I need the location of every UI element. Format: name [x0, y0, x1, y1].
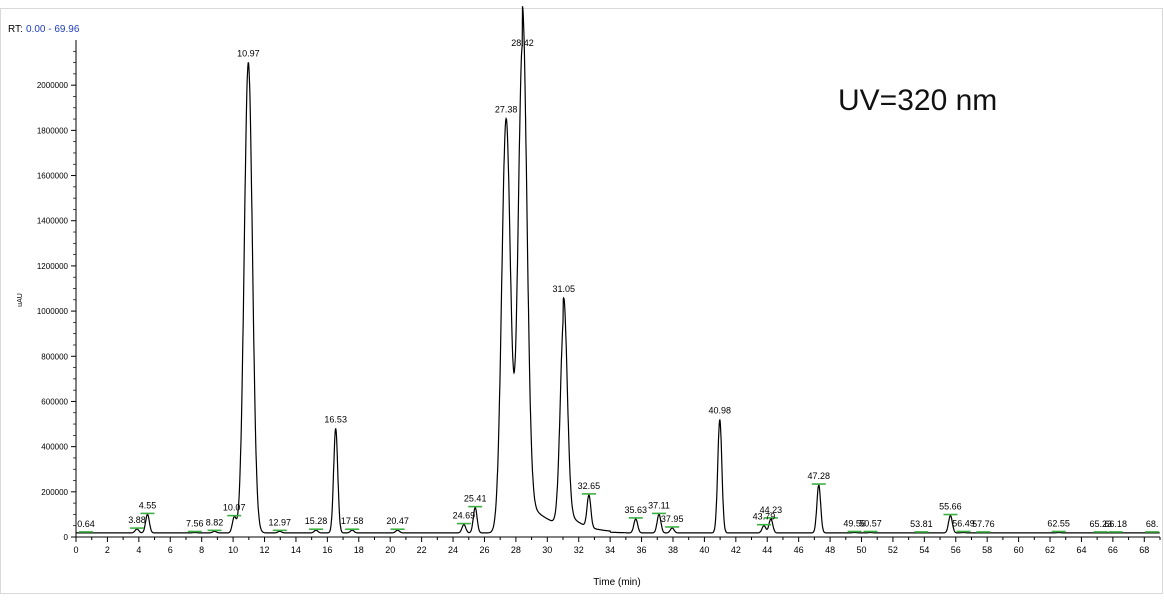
y-tick-label: 400000 [41, 443, 68, 452]
peak-label: 37.95 [661, 514, 684, 524]
x-tick-label: 66 [1108, 545, 1118, 555]
y-tick-label: 2000000 [37, 81, 69, 90]
peak-label: 7.56 [186, 518, 204, 528]
x-tick-label: 36 [637, 545, 647, 555]
integration-markers [79, 483, 1160, 533]
x-tick-label: 62 [1045, 545, 1055, 555]
peak-label: 68. [1146, 519, 1159, 529]
peak-label: 28.42 [511, 38, 534, 48]
x-tick-label: 12 [260, 545, 270, 555]
peak-label: 12.97 [268, 517, 291, 527]
rt-range: 0.00 - 69.96 [26, 24, 80, 35]
x-tick-label: 38 [668, 545, 678, 555]
x-tick-label: 32 [574, 545, 584, 555]
rt-label: RT: [8, 24, 23, 35]
x-tick-label: 44 [762, 545, 772, 555]
peak-label: 56.49 [952, 518, 975, 528]
x-axis-title: Time (min) [593, 577, 640, 588]
peak-label: 49.56 [843, 518, 866, 528]
peak-labels: 0.64 3.88 4.55 7.56 8.82 10.07 10.97 12.97 15.28… [77, 38, 1158, 529]
x-tick-label: 28 [511, 545, 521, 555]
x-tick-label: 54 [919, 545, 929, 555]
peak-label: 3.88 [128, 515, 146, 525]
peak-label: 43.79 [753, 512, 776, 522]
x-tick-label: 50 [856, 545, 866, 555]
x-tick-label: 64 [1076, 545, 1086, 555]
x-tick-label: 16 [322, 545, 332, 555]
chromatogram-trace [76, 6, 1160, 534]
peak-label: 25.41 [464, 494, 487, 504]
peak-label: 24.69 [453, 511, 476, 521]
x-tick-label: 52 [888, 545, 898, 555]
peak-label: 10.97 [237, 49, 260, 59]
x-tick-label: 30 [542, 545, 552, 555]
peak-label: 50.57 [859, 518, 882, 528]
x-tick-label: 60 [1014, 545, 1024, 555]
uv-wavelength-annotation: UV=320 nm [838, 84, 997, 117]
x-tick-label: 18 [354, 545, 364, 555]
peak-label: 65.23 [1090, 519, 1113, 529]
peak-label: 17.58 [341, 516, 364, 526]
peak-label: 0.64 [77, 519, 95, 529]
peak-label: 40.98 [709, 406, 732, 416]
y-axis-title: uAU [17, 293, 24, 307]
peak-label: 16.53 [324, 415, 347, 425]
y-tick-label: 0 [64, 533, 69, 542]
x-tick-label: 42 [731, 545, 741, 555]
peak-label: 20.47 [386, 516, 409, 526]
peak-label: 47.28 [808, 471, 831, 481]
y-tick-label: 1800000 [37, 126, 69, 135]
peak-label: 55.66 [939, 502, 962, 512]
x-tick-label: 68 [1139, 545, 1149, 555]
peak-label: 31.05 [553, 284, 576, 294]
x-tick-label: 4 [136, 545, 141, 555]
y-tick-label: 1600000 [37, 172, 69, 181]
peak-label: 10.07 [223, 503, 246, 513]
x-tick-label: 56 [951, 545, 961, 555]
trace-group [76, 6, 1160, 534]
x-tick-label: 0 [73, 545, 78, 555]
x-tick-label: 8 [199, 545, 204, 555]
x-tick-label: 26 [479, 545, 489, 555]
peak-label: 35.63 [624, 505, 647, 515]
peak-label: 53.81 [910, 519, 933, 529]
peak-label: 57.76 [972, 519, 995, 529]
axes: 0 2 4 6 8 10 12 14 16 18 20 22 24 26 28 30 32 34 36 38 40 42 4… [37, 40, 1161, 555]
x-tick-label: 2 [105, 545, 110, 555]
x-tick-label: 46 [794, 545, 804, 555]
peak-label: 62.55 [1047, 518, 1070, 528]
peak-label: 15.28 [305, 516, 328, 526]
x-tick-label: 22 [417, 545, 427, 555]
figure-border [0, 8, 1163, 594]
x-tick-label: 48 [825, 545, 835, 555]
y-tick-label: 600000 [41, 397, 68, 406]
y-tick-label: 800000 [41, 352, 68, 361]
x-tick-label: 14 [291, 545, 301, 555]
x-tick-label: 34 [605, 545, 615, 555]
y-tick-label: 1400000 [37, 217, 69, 226]
peak-label: 27.38 [495, 105, 518, 115]
x-tick-label: 20 [385, 545, 395, 555]
peak-label: 37.11 [648, 500, 670, 510]
y-tick-label: 200000 [41, 488, 68, 497]
y-tick-label: 1000000 [37, 307, 69, 316]
x-tick-label: 6 [168, 545, 173, 555]
peak-label: 32.65 [578, 481, 601, 491]
x-tick-label: 10 [228, 545, 238, 555]
peak-label: 44.23 [760, 505, 783, 515]
x-tick-label: 58 [982, 545, 992, 555]
y-tick-label: 1200000 [37, 262, 69, 271]
peak-label: 4.55 [139, 500, 157, 510]
x-tick-label: 40 [699, 545, 709, 555]
x-tick-label: 24 [448, 545, 458, 555]
peak-label: 66.18 [1104, 519, 1127, 529]
peak-label: 8.82 [206, 517, 224, 527]
